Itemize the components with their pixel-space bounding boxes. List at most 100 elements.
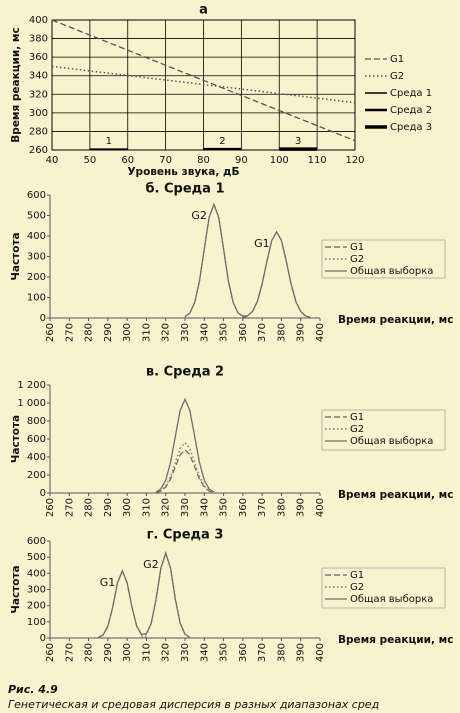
x-tick-label: 300 [122, 323, 133, 342]
y-tick-label: 100 [27, 617, 46, 628]
y-tick-label: 500 [27, 552, 46, 563]
y-tick-label: 400 [29, 15, 48, 26]
x-tick-label: 40 [46, 155, 59, 166]
segment-label: 1 [106, 136, 112, 147]
x-tick-label: 310 [141, 498, 152, 517]
x-axis-label: Время реакции, мс [338, 634, 453, 646]
y-tick-label: 360 [29, 52, 48, 63]
x-tick-label: 390 [296, 643, 307, 662]
x-tick-label: 290 [103, 643, 114, 662]
y-tick-label: 340 [29, 71, 48, 82]
series-line [184, 202, 311, 319]
x-tick-label: 390 [296, 323, 307, 342]
x-tick-label: 400 [315, 498, 326, 517]
y-tick-label: 320 [29, 89, 48, 100]
legend-label: G2 [350, 582, 364, 593]
legend-label: G1 [350, 412, 364, 423]
x-tick-label: 270 [64, 323, 75, 342]
y-tick-label: 400 [27, 231, 46, 242]
x-tick-label: 100 [270, 155, 289, 166]
y-tick-label: 300 [27, 252, 46, 263]
y-tick-label: 800 [27, 416, 46, 427]
chart-title: б. Среда 1 [145, 182, 224, 197]
legend-label: G2 [350, 254, 364, 265]
y-tick-label: 0 [40, 313, 46, 324]
x-tick-label: 280 [84, 643, 95, 662]
series-line [155, 397, 215, 493]
x-tick-label: 370 [257, 323, 268, 342]
legend-label: G2 [350, 424, 364, 435]
x-tick-label: 260 [45, 643, 56, 662]
x-tick-label: 350 [219, 323, 230, 342]
x-tick-label: 340 [199, 643, 210, 662]
y-tick-label: 280 [29, 126, 48, 137]
series-line [97, 550, 191, 639]
legend-label: Общая выборка [350, 266, 433, 277]
caption-text: Генетическая и средовая дисперсия в разн… [8, 698, 379, 711]
peak-label: G2 [191, 209, 207, 222]
legend-label: G2 [390, 71, 404, 82]
legend-label: G1 [350, 242, 364, 253]
x-tick-label: 270 [64, 643, 75, 662]
x-axis-label: Уровень звука, дБ [127, 166, 239, 178]
x-tick-label: 390 [296, 498, 307, 517]
series-line [51, 65, 356, 104]
legend-label: Общая выборка [350, 594, 433, 605]
x-tick-label: 370 [257, 643, 268, 662]
y-tick-label: 1 200 [17, 380, 46, 391]
x-tick-label: 360 [238, 323, 249, 342]
series-line [242, 230, 311, 318]
y-tick-label: 600 [27, 536, 46, 547]
chart-title: г. Среда 3 [147, 528, 224, 543]
x-tick-label: 90 [235, 155, 248, 166]
x-tick-label: 320 [161, 643, 172, 662]
x-tick-label: 110 [308, 155, 327, 166]
x-tick-label: 360 [238, 498, 249, 517]
x-tick-label: 380 [276, 498, 287, 517]
x-tick-label: 380 [276, 323, 287, 342]
x-tick-label: 350 [219, 643, 230, 662]
legend-label: Среда 3 [390, 122, 432, 133]
y-tick-label: 200 [27, 470, 46, 481]
x-tick-label: 400 [315, 643, 326, 662]
y-tick-label: 200 [27, 601, 46, 612]
y-tick-label: 600 [27, 434, 46, 445]
caption-label: Рис. 4.9 [8, 683, 58, 696]
x-tick-label: 370 [257, 498, 268, 517]
x-tick-label: 290 [103, 498, 114, 517]
x-tick-label: 340 [199, 498, 210, 517]
legend-label: Среда 2 [390, 105, 432, 116]
y-tick-label: 500 [27, 211, 46, 222]
x-tick-label: 320 [161, 498, 172, 517]
legend-box [321, 239, 446, 279]
peak-label: G1 [254, 237, 270, 250]
peak-label: G1 [100, 576, 116, 589]
x-tick-label: 260 [45, 498, 56, 517]
x-tick-label: 300 [122, 643, 133, 662]
y-tick-label: 400 [27, 568, 46, 579]
y-tick-label: 100 [27, 293, 46, 304]
y-tick-label: 200 [27, 272, 46, 283]
x-tick-label: 320 [161, 323, 172, 342]
x-tick-label: 360 [238, 643, 249, 662]
peak-label: G2 [143, 558, 159, 571]
x-axis-label: Время реакции, мс [338, 314, 453, 326]
chart-title: в. Среда 2 [146, 365, 224, 380]
x-tick-label: 330 [180, 643, 191, 662]
legend-box [321, 567, 446, 609]
y-tick-label: 300 [29, 108, 48, 119]
x-tick-label: 400 [315, 323, 326, 342]
x-tick-label: 300 [122, 498, 133, 517]
y-tick-label: 1 000 [17, 398, 46, 409]
x-tick-label: 310 [141, 323, 152, 342]
x-tick-label: 380 [276, 643, 287, 662]
series-line [51, 19, 356, 142]
chart-title: а [199, 3, 208, 18]
x-tick-label: 60 [121, 155, 134, 166]
legend-label: G1 [390, 54, 404, 65]
x-tick-label: 330 [180, 498, 191, 517]
x-tick-label: 50 [84, 155, 97, 166]
y-axis-label: Частота [10, 232, 22, 280]
